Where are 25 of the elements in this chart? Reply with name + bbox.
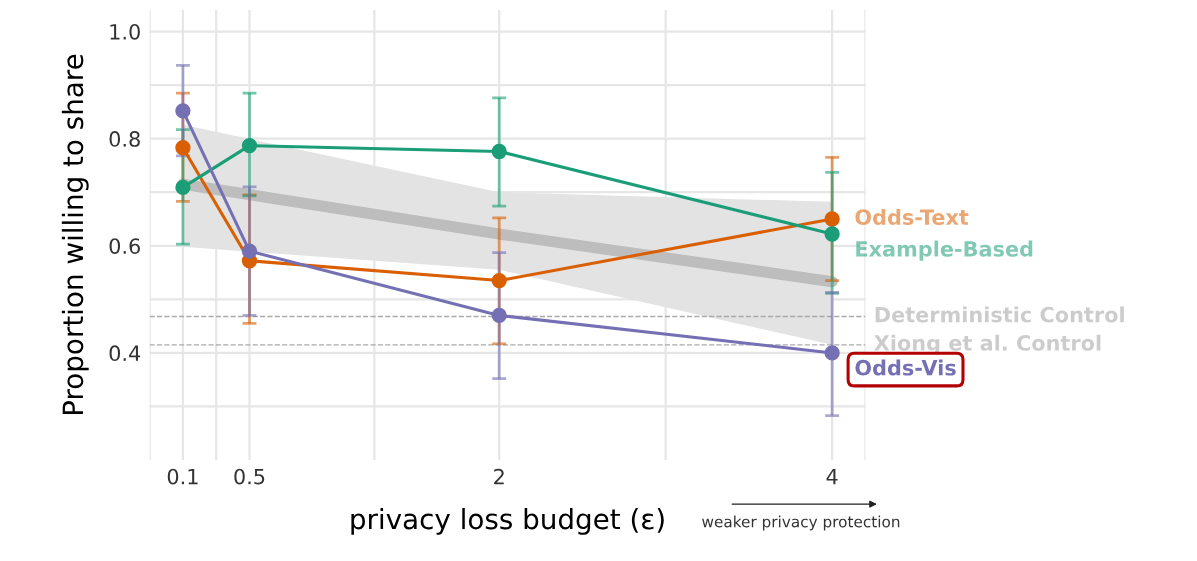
point	[824, 226, 840, 242]
y-tick-label: 0.6	[109, 238, 140, 254]
x-tick-label: 2	[494, 468, 504, 485]
point	[241, 137, 258, 154]
point	[241, 243, 258, 259]
point	[491, 143, 507, 160]
series-label: Odds-Text	[855, 208, 969, 226]
x-tick-label: 0.1	[167, 468, 198, 485]
y-tick-label: 0.8	[109, 131, 140, 147]
text: weaker privacy protection	[702, 515, 900, 531]
y-tick-label: 1.0	[110, 23, 140, 40]
y-axis-title: Proportion willing to share	[61, 54, 89, 415]
point	[491, 307, 507, 324]
x-tick-label: 0.5	[234, 468, 265, 485]
series-label: Odds-Vis	[855, 359, 956, 376]
point	[824, 211, 840, 227]
point	[175, 140, 191, 156]
y-tick-label: 0.4	[109, 345, 141, 362]
series-label: Example-Based	[856, 240, 1033, 261]
x-tick-label: 4	[826, 468, 838, 485]
x-axis-title: privacy loss budget (ε)	[351, 507, 664, 535]
point	[175, 179, 191, 196]
point	[491, 272, 507, 289]
point	[824, 345, 840, 361]
point	[175, 103, 191, 119]
